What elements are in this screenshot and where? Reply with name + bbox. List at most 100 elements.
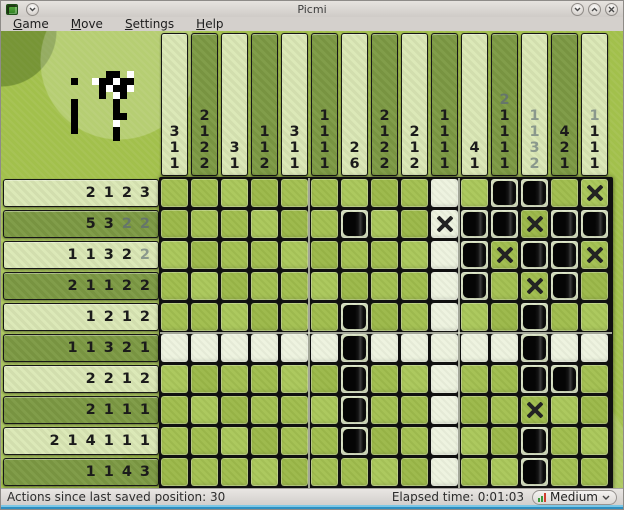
grid-cell[interactable] [191, 334, 218, 362]
grid-cell[interactable] [221, 365, 248, 393]
grid-cell[interactable] [521, 365, 548, 393]
grid-cell[interactable] [491, 334, 518, 362]
grid-cell[interactable] [521, 210, 548, 238]
minimize-button[interactable] [571, 2, 584, 16]
grid-cell[interactable] [431, 396, 458, 424]
grid-cell[interactable] [431, 334, 458, 362]
grid-cell[interactable] [251, 365, 278, 393]
difficulty-select[interactable]: Medium [532, 489, 617, 505]
grid-cell[interactable] [491, 210, 518, 238]
grid-cell[interactable] [341, 334, 368, 362]
grid-cell[interactable] [431, 241, 458, 269]
grid-cell[interactable] [311, 427, 338, 455]
grid-cell[interactable] [371, 303, 398, 331]
grid-cell[interactable] [431, 272, 458, 300]
grid-cell[interactable] [551, 396, 578, 424]
grid-cell[interactable] [521, 427, 548, 455]
grid-cell[interactable] [401, 210, 428, 238]
grid-cell[interactable] [281, 210, 308, 238]
grid-cell[interactable] [551, 427, 578, 455]
grid-cell[interactable] [341, 272, 368, 300]
grid-cell[interactable] [371, 365, 398, 393]
grid-cell[interactable] [281, 458, 308, 486]
grid-cell[interactable] [461, 210, 488, 238]
grid-cell[interactable] [281, 396, 308, 424]
grid-cell[interactable] [311, 458, 338, 486]
grid-cell[interactable] [461, 458, 488, 486]
grid-cell[interactable] [371, 458, 398, 486]
grid-cell[interactable] [401, 365, 428, 393]
grid-cell[interactable] [251, 210, 278, 238]
grid-cell[interactable] [431, 365, 458, 393]
grid-cell[interactable] [251, 427, 278, 455]
grid-cell[interactable] [161, 427, 188, 455]
grid-cell[interactable] [521, 179, 548, 207]
grid-cell[interactable] [191, 365, 218, 393]
grid-cell[interactable] [311, 210, 338, 238]
grid-cell[interactable] [251, 334, 278, 362]
grid-cell[interactable] [191, 303, 218, 331]
grid-cell[interactable] [491, 241, 518, 269]
grid-cell[interactable] [281, 179, 308, 207]
grid-cell[interactable] [521, 458, 548, 486]
grid-cell[interactable] [551, 303, 578, 331]
grid-cell[interactable] [581, 303, 608, 331]
grid-cell[interactable] [251, 303, 278, 331]
close-button[interactable] [605, 2, 618, 16]
grid-cell[interactable] [461, 179, 488, 207]
grid-cell[interactable] [311, 303, 338, 331]
grid-cell[interactable] [581, 396, 608, 424]
grid-cell[interactable] [281, 303, 308, 331]
grid-cell[interactable] [371, 272, 398, 300]
grid-cell[interactable] [221, 241, 248, 269]
grid-cell[interactable] [371, 396, 398, 424]
grid-cell[interactable] [461, 365, 488, 393]
grid-cell[interactable] [581, 179, 608, 207]
grid-cell[interactable] [401, 179, 428, 207]
menu-move[interactable]: Move [70, 17, 103, 31]
grid-cell[interactable] [191, 427, 218, 455]
grid-cell[interactable] [551, 179, 578, 207]
menu-help[interactable]: Help [196, 17, 224, 31]
grid-cell[interactable] [491, 179, 518, 207]
grid-cell[interactable] [401, 272, 428, 300]
grid-cell[interactable] [401, 458, 428, 486]
grid-cell[interactable] [341, 396, 368, 424]
grid-cell[interactable] [221, 303, 248, 331]
grid-cell[interactable] [431, 427, 458, 455]
grid-cell[interactable] [341, 303, 368, 331]
grid-cell[interactable] [251, 272, 278, 300]
grid-cell[interactable] [221, 272, 248, 300]
grid-cell[interactable] [491, 365, 518, 393]
grid-cell[interactable] [311, 272, 338, 300]
grid-cell[interactable] [191, 396, 218, 424]
grid-cell[interactable] [161, 458, 188, 486]
grid-cell[interactable] [491, 458, 518, 486]
grid-cell[interactable] [431, 303, 458, 331]
grid-cell[interactable] [461, 427, 488, 455]
grid-cell[interactable] [251, 241, 278, 269]
grid-cell[interactable] [221, 210, 248, 238]
grid-cell[interactable] [431, 458, 458, 486]
grid-cell[interactable] [221, 396, 248, 424]
grid-cell[interactable] [521, 396, 548, 424]
grid-cell[interactable] [341, 365, 368, 393]
grid-cell[interactable] [581, 458, 608, 486]
grid-cell[interactable] [461, 303, 488, 331]
grid-cell[interactable] [161, 210, 188, 238]
grid-cell[interactable] [491, 396, 518, 424]
grid-cell[interactable] [341, 458, 368, 486]
grid-cell[interactable] [191, 272, 218, 300]
grid-cell[interactable] [461, 272, 488, 300]
grid-cell[interactable] [251, 179, 278, 207]
grid-cell[interactable] [311, 179, 338, 207]
maximize-button[interactable] [588, 2, 601, 16]
titlebar[interactable]: Picmi [1, 1, 623, 17]
grid-cell[interactable] [581, 365, 608, 393]
grid-cell[interactable] [491, 303, 518, 331]
grid-cell[interactable] [401, 241, 428, 269]
grid-cell[interactable] [401, 303, 428, 331]
grid-cell[interactable] [281, 365, 308, 393]
grid-cell[interactable] [491, 427, 518, 455]
grid-cell[interactable] [521, 272, 548, 300]
